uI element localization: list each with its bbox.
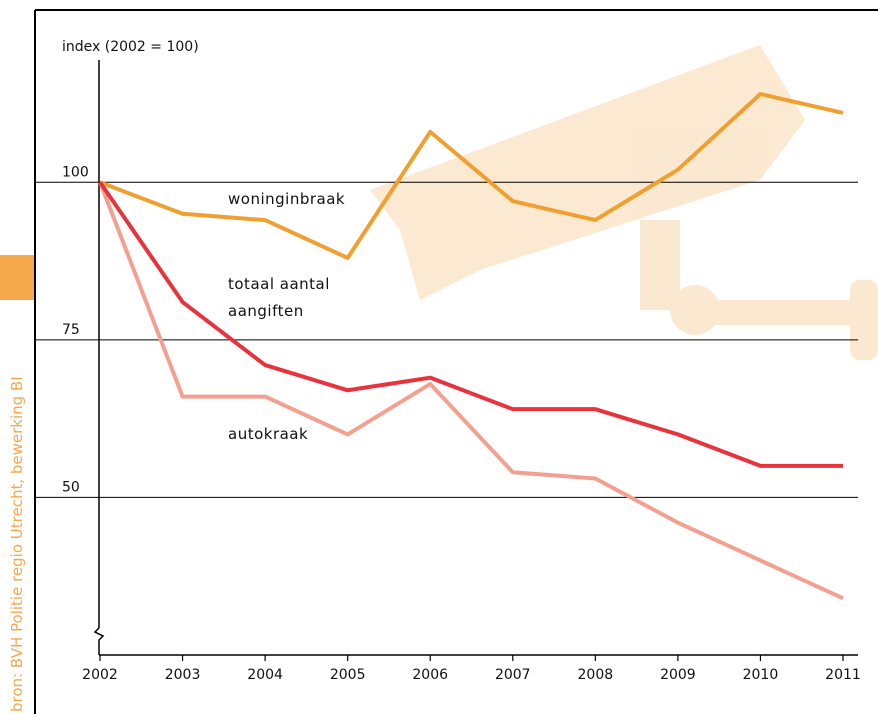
series-label: autokraak <box>228 421 428 448</box>
series-label: woninginbraak <box>228 186 428 213</box>
source: bron: BVH Politie regio Utrecht, bewerki… <box>8 376 26 712</box>
y-tick-label: 50 <box>62 479 80 495</box>
y-tick-label: 100 <box>62 164 89 180</box>
y-tick-label: 75 <box>62 322 80 338</box>
y-axis-label: index (2002 = 100) <box>62 39 199 55</box>
x-tick-label: 2007 <box>495 667 531 683</box>
source-marker <box>0 255 35 300</box>
x-tick-label: 2002 <box>82 667 118 683</box>
x-tick-label: 2008 <box>578 667 614 683</box>
x-tick-label: 2005 <box>330 667 366 683</box>
x-tick-label: 2009 <box>660 667 696 683</box>
series-label: totaal aantal aangiften <box>228 271 338 325</box>
x-tick-label: 2004 <box>247 667 283 683</box>
x-tick-label: 2010 <box>743 667 779 683</box>
x-tick-label: 2003 <box>165 667 201 683</box>
x-tick-label: 2006 <box>412 667 448 683</box>
x-tick-label: 2011 <box>825 667 861 683</box>
page: {"chart_data": {"type": "line", "y_label… <box>0 0 878 714</box>
chart: bron: BVH Politie regio Utrecht, bewerki… <box>0 0 878 714</box>
axis-break <box>95 628 103 655</box>
